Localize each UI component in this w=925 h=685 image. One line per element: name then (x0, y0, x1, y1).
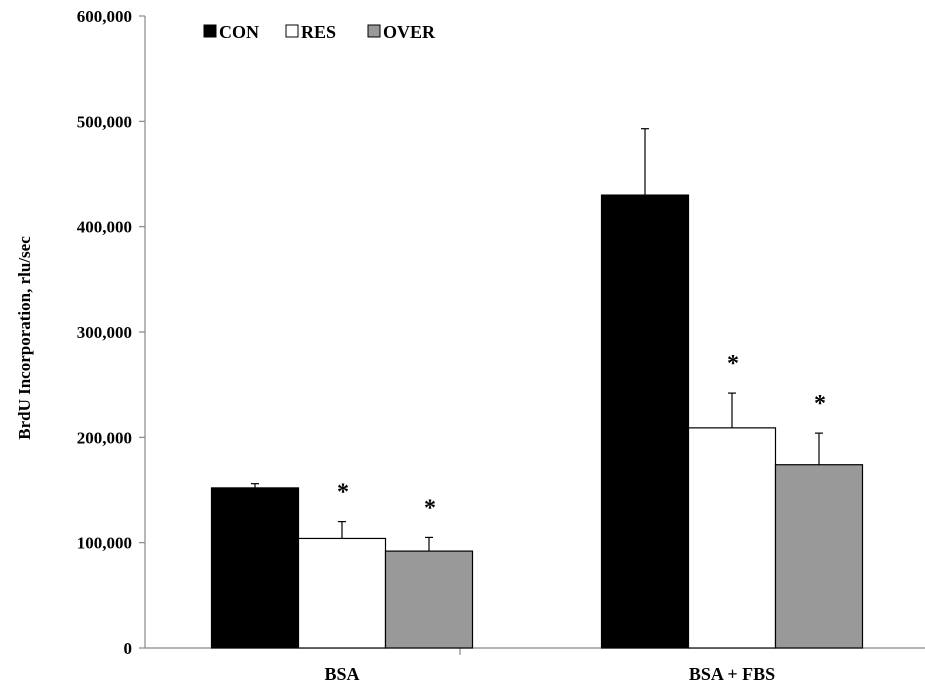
significance-marker: * (814, 391, 826, 417)
x-category-label: BSA + FBS (689, 664, 775, 684)
y-tick-label: 300,000 (77, 323, 132, 342)
significance-marker: * (727, 351, 739, 377)
legend-swatch-res (285, 24, 299, 38)
y-ticks: 0 100,000 200,000 300,000 400,000 500,000 600,… (77, 7, 145, 658)
legend: CON RES OVER (203, 22, 436, 42)
y-tick-label: 600,000 (77, 7, 132, 26)
bar-con-2 (600, 194, 690, 649)
y-tick-label: 200,000 (77, 428, 132, 447)
legend-swatch-con (203, 24, 217, 38)
bar-over-1 (384, 550, 474, 649)
bar-res-2 (687, 427, 777, 649)
significance-marker: * (424, 495, 436, 521)
significance-marker: * (337, 480, 349, 506)
x-category-label: BSA (324, 664, 359, 684)
bar-res-1 (297, 537, 387, 649)
y-tick-label: 400,000 (77, 218, 132, 237)
y-tick-label: 0 (124, 639, 133, 658)
bars: * * * * (210, 128, 864, 649)
y-tick-label: 500,000 (77, 112, 132, 131)
x-labels: BSA BSA + FBS (324, 664, 775, 684)
y-axis-title: BrdU Incorporation, rlu/sec (15, 236, 34, 440)
bar-con-1 (210, 487, 300, 649)
legend-swatch-over (367, 24, 381, 38)
legend-label-con: CON (219, 22, 259, 42)
bar-over-2 (774, 464, 864, 649)
y-tick-label: 100,000 (77, 534, 132, 553)
y-axis-title-group: BrdU Incorporation, rlu/sec (15, 236, 34, 440)
legend-label-res: RES (301, 22, 336, 42)
legend-label-over: OVER (383, 22, 436, 42)
